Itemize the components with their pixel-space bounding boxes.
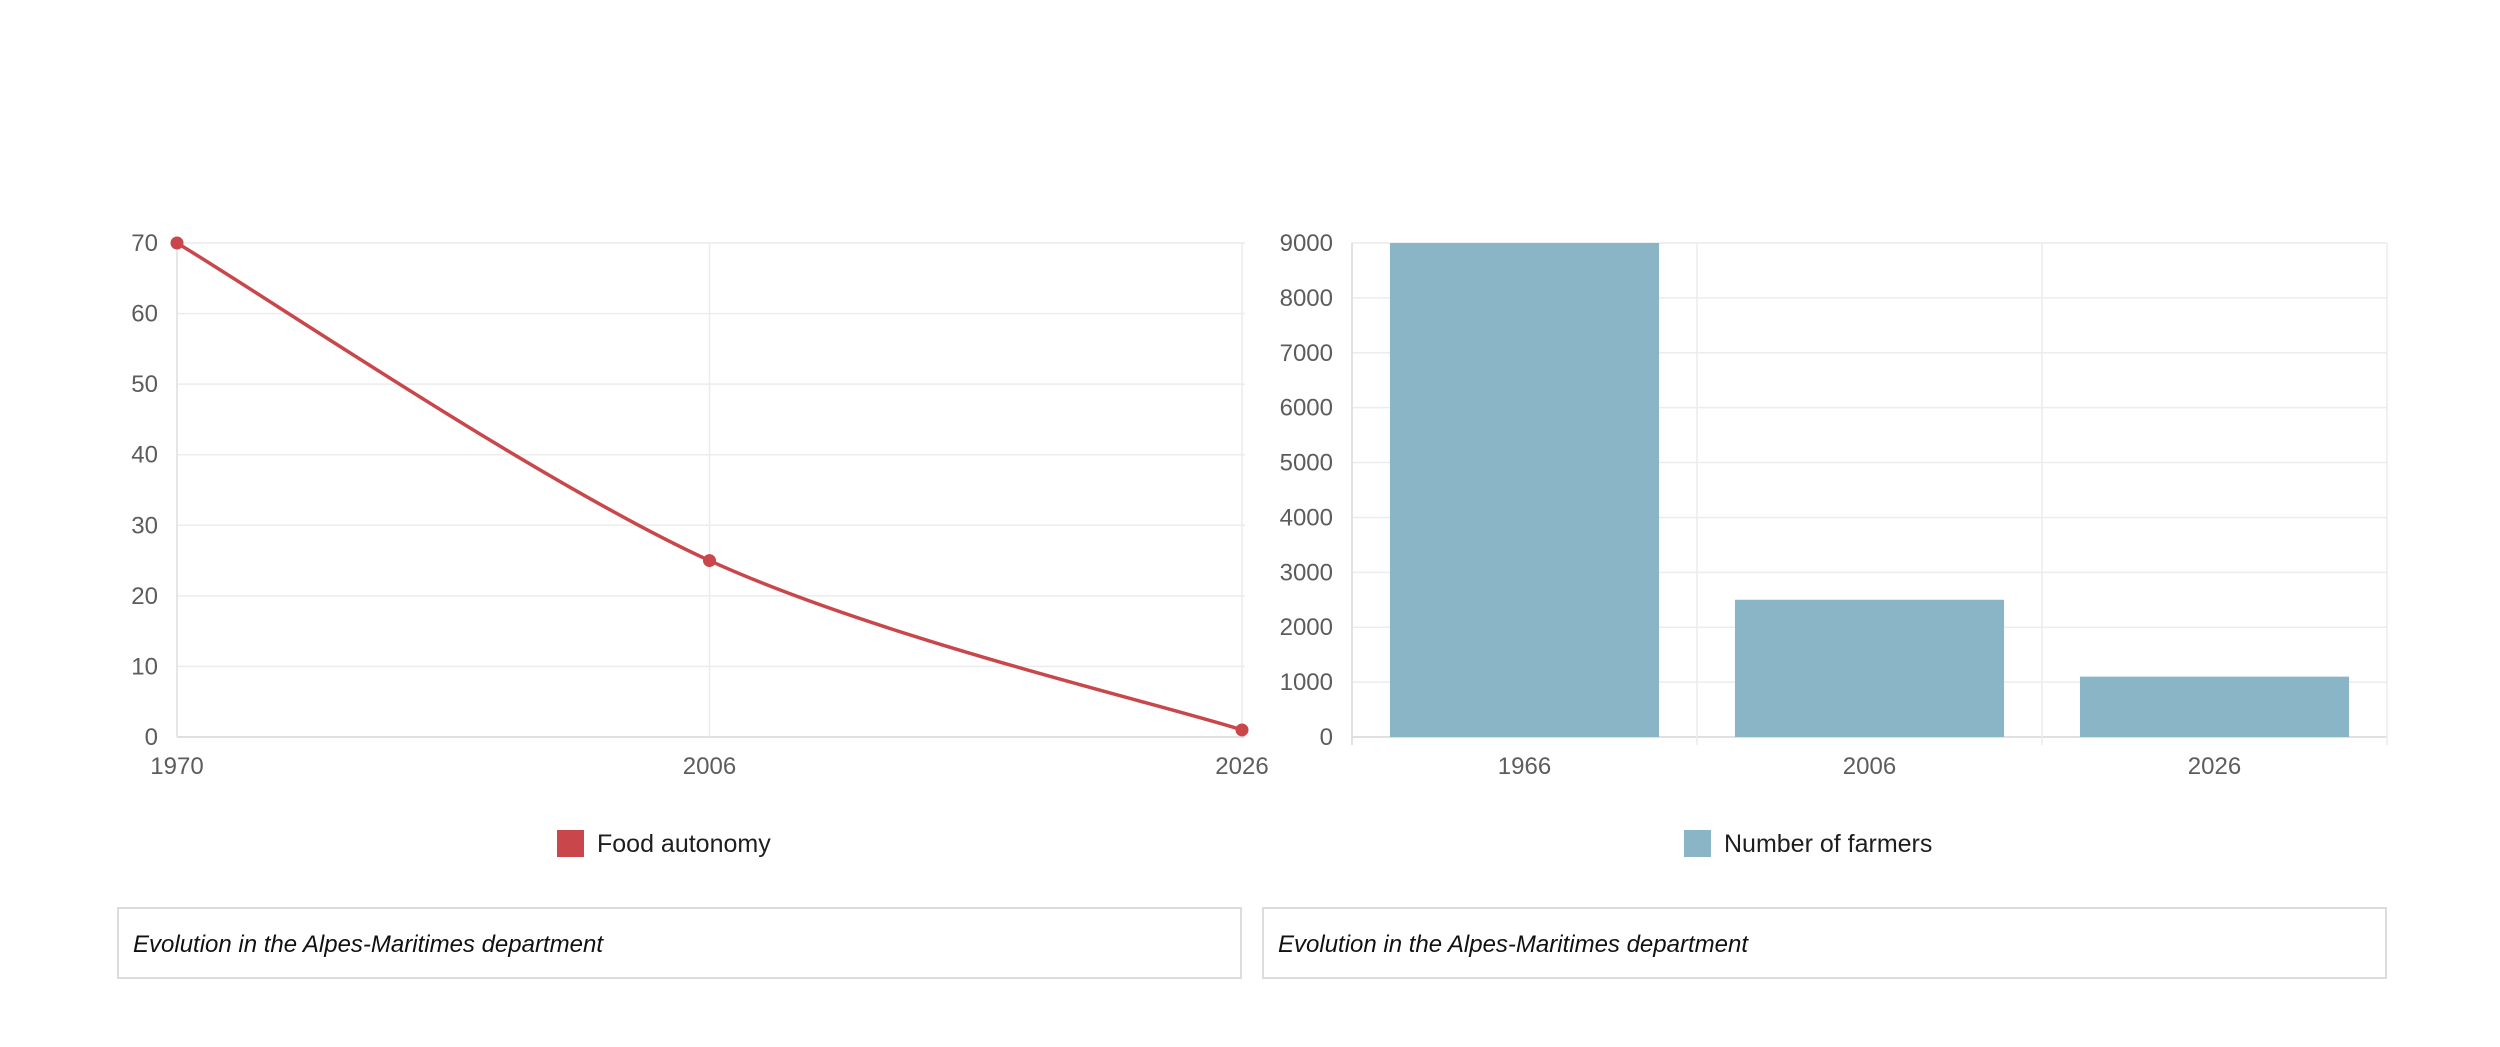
y-tick-label: 50 [131,371,158,398]
y-tick-label: 0 [1320,724,1333,751]
y-tick-label: 9000 [1280,230,1333,257]
y-tick-label: 0 [145,724,158,751]
y-tick-label: 20 [131,583,158,610]
caption-left: Evolution in the Alpes-Maritimes departm… [117,907,1242,979]
bar-1966 [1389,243,1660,737]
y-tick-label: 2000 [1280,614,1333,641]
y-tick-label: 5000 [1280,450,1333,477]
food-autonomy-line-chart: 0 10 20 30 40 50 60 70 1970 2006 2026 Food autonomy [131,230,1268,858]
x-tick-label: 2026 [1215,753,1268,780]
bar-2006 [1734,599,2005,737]
x-tick-label: 2026 [2188,753,2241,780]
data-point-1970 [170,236,184,250]
legend-swatch [557,830,584,857]
x-tick-label: 2006 [683,753,736,780]
y-tick-label: 30 [131,512,158,539]
y-tick-label: 8000 [1280,285,1333,312]
y-tick-label: 6000 [1280,395,1333,422]
y-tick-label: 1000 [1280,669,1333,696]
legend-label: Food autonomy [597,830,771,858]
legend-swatch [1684,830,1711,857]
x-tick-label: 2006 [1843,753,1896,780]
y-tick-label: 4000 [1280,504,1333,531]
y-tick-label: 7000 [1280,340,1333,367]
x-tick-label: 1970 [150,753,203,780]
y-tick-label: 60 [131,301,158,328]
legend-label: Number of farmers [1724,830,1932,858]
caption-right: Evolution in the Alpes-Maritimes departm… [1262,907,2387,979]
y-tick-label: 70 [131,230,158,257]
y-tick-label: 40 [131,442,158,469]
y-tick-label: 3000 [1280,559,1333,586]
farmers-bar-chart: 0 1000 2000 3000 4000 5000 6000 7000 8000 9000 Num… [1280,230,2388,858]
data-point-2006 [703,554,716,568]
legend: Number of farmers [1684,830,1932,858]
legend: Food autonomy [557,830,771,858]
data-point-2026 [1235,723,1249,737]
bar-2026 [2079,676,2350,737]
x-tick-label: 1966 [1498,753,1551,780]
y-tick-label: 10 [131,653,158,680]
